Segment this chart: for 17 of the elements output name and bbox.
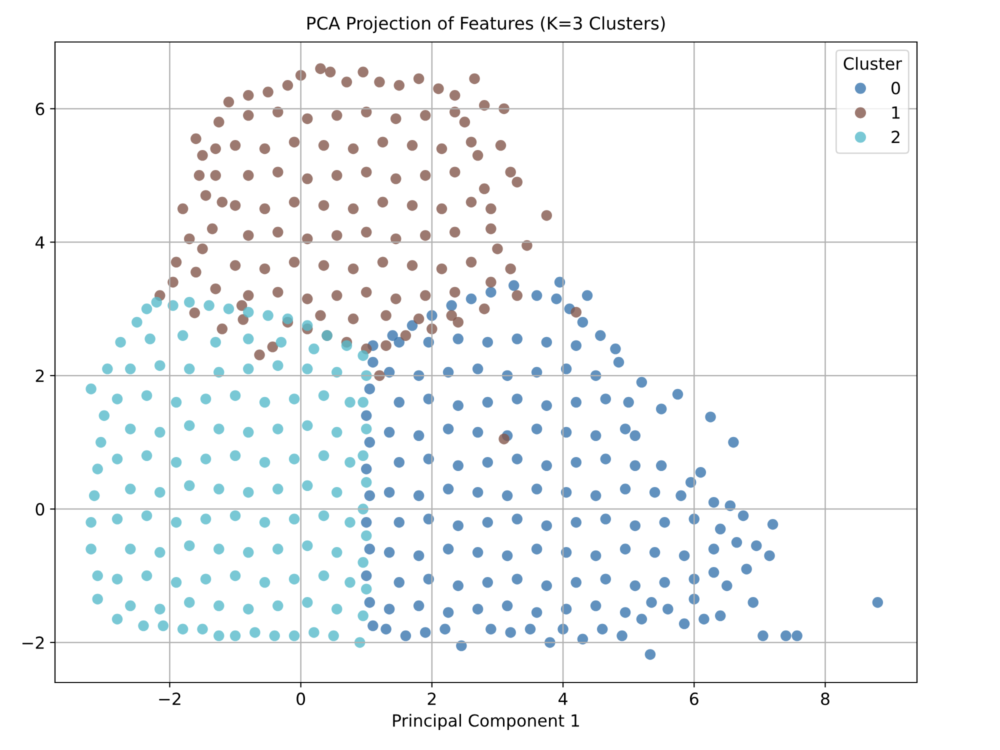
legend-label: 1 <box>892 106 900 119</box>
x-tick-label: 6 <box>690 692 698 706</box>
x-tick-label: 4 <box>558 692 568 705</box>
legend-label: 0 <box>892 82 900 94</box>
x-axis-title: Principal Component 1 <box>393 714 579 730</box>
y-tick-label: 0 <box>36 502 44 516</box>
y-tick-label: 4 <box>35 236 44 248</box>
legend-title: Cluster <box>844 57 902 70</box>
x-tick-label: −2 <box>159 692 180 705</box>
x-tick-label: 0 <box>296 692 306 706</box>
legend-label: 2 <box>892 130 900 144</box>
chart-title: PCA Projection of Features (K=3 Clusters) <box>307 16 665 34</box>
y-tick-label: 2 <box>36 370 44 382</box>
x-tick-label: 2 <box>428 692 436 705</box>
x-tick-label: 8 <box>821 692 830 706</box>
y-tick-label: 6 <box>36 102 44 116</box>
y-tick-label: −2 <box>22 636 44 649</box>
